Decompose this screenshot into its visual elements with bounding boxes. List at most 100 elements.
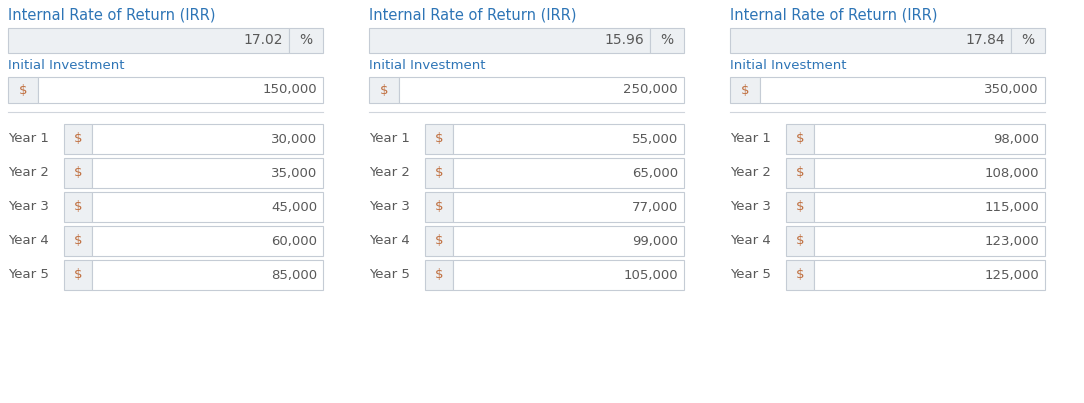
FancyBboxPatch shape	[814, 192, 1045, 222]
FancyBboxPatch shape	[814, 226, 1045, 256]
Text: Internal Rate of Return (IRR): Internal Rate of Return (IRR)	[730, 8, 938, 23]
Text: Initial Investment: Initial Investment	[8, 59, 125, 72]
Text: Year 4: Year 4	[369, 235, 410, 247]
Text: $: $	[379, 83, 388, 96]
Text: $: $	[74, 133, 82, 145]
FancyBboxPatch shape	[453, 192, 684, 222]
Text: %: %	[1021, 33, 1034, 48]
Text: 123,000: 123,000	[984, 235, 1038, 247]
FancyBboxPatch shape	[453, 158, 684, 188]
Text: Internal Rate of Return (IRR): Internal Rate of Return (IRR)	[8, 8, 216, 23]
Text: %: %	[299, 33, 312, 48]
Text: 17.02: 17.02	[244, 33, 283, 48]
Text: %: %	[660, 33, 673, 48]
Text: 99,000: 99,000	[632, 235, 678, 247]
Text: 150,000: 150,000	[262, 83, 317, 96]
FancyBboxPatch shape	[786, 158, 814, 188]
Text: Year 5: Year 5	[369, 268, 410, 282]
Text: $: $	[740, 83, 749, 96]
FancyBboxPatch shape	[64, 192, 92, 222]
Text: $: $	[796, 166, 804, 179]
Text: 350,000: 350,000	[984, 83, 1038, 96]
FancyBboxPatch shape	[92, 260, 323, 290]
Text: Year 2: Year 2	[369, 166, 410, 179]
Text: Year 1: Year 1	[730, 133, 771, 145]
FancyBboxPatch shape	[453, 260, 684, 290]
FancyBboxPatch shape	[8, 77, 38, 103]
Text: $: $	[435, 235, 443, 247]
Text: 15.96: 15.96	[604, 33, 644, 48]
FancyBboxPatch shape	[92, 158, 323, 188]
FancyBboxPatch shape	[8, 28, 289, 53]
Text: $: $	[435, 268, 443, 282]
FancyBboxPatch shape	[650, 28, 684, 53]
FancyBboxPatch shape	[64, 260, 92, 290]
FancyBboxPatch shape	[289, 28, 323, 53]
FancyBboxPatch shape	[814, 260, 1045, 290]
Text: Year 1: Year 1	[369, 133, 410, 145]
FancyBboxPatch shape	[425, 192, 453, 222]
Text: 17.84: 17.84	[966, 33, 1005, 48]
FancyBboxPatch shape	[399, 77, 684, 103]
Text: 60,000: 60,000	[271, 235, 317, 247]
FancyBboxPatch shape	[369, 28, 650, 53]
FancyBboxPatch shape	[730, 77, 760, 103]
Text: $: $	[796, 268, 804, 282]
Text: Year 4: Year 4	[8, 235, 49, 247]
FancyBboxPatch shape	[64, 124, 92, 154]
Text: Year 1: Year 1	[8, 133, 49, 145]
Text: $: $	[796, 235, 804, 247]
Text: Initial Investment: Initial Investment	[730, 59, 847, 72]
FancyBboxPatch shape	[730, 28, 1011, 53]
Text: Year 3: Year 3	[730, 201, 771, 214]
FancyBboxPatch shape	[786, 124, 814, 154]
FancyBboxPatch shape	[425, 226, 453, 256]
Text: $: $	[74, 268, 82, 282]
FancyBboxPatch shape	[453, 226, 684, 256]
Text: 105,000: 105,000	[623, 268, 678, 282]
Text: Year 3: Year 3	[8, 201, 49, 214]
FancyBboxPatch shape	[1011, 28, 1045, 53]
Text: Initial Investment: Initial Investment	[369, 59, 486, 72]
Text: 65,000: 65,000	[632, 166, 678, 179]
FancyBboxPatch shape	[64, 226, 92, 256]
Text: 55,000: 55,000	[632, 133, 678, 145]
FancyBboxPatch shape	[92, 226, 323, 256]
Text: Year 2: Year 2	[730, 166, 771, 179]
Text: $: $	[435, 133, 443, 145]
Text: Year 4: Year 4	[730, 235, 771, 247]
FancyBboxPatch shape	[425, 158, 453, 188]
FancyBboxPatch shape	[92, 192, 323, 222]
Text: 115,000: 115,000	[984, 201, 1038, 214]
FancyBboxPatch shape	[760, 77, 1045, 103]
FancyBboxPatch shape	[786, 192, 814, 222]
Text: 77,000: 77,000	[632, 201, 678, 214]
Text: Year 2: Year 2	[8, 166, 49, 179]
FancyBboxPatch shape	[786, 260, 814, 290]
Text: $: $	[796, 201, 804, 214]
Text: 35,000: 35,000	[271, 166, 317, 179]
FancyBboxPatch shape	[453, 124, 684, 154]
Text: Year 5: Year 5	[8, 268, 49, 282]
Text: 125,000: 125,000	[984, 268, 1038, 282]
Text: 250,000: 250,000	[623, 83, 678, 96]
Text: $: $	[18, 83, 27, 96]
Text: $: $	[435, 166, 443, 179]
FancyBboxPatch shape	[425, 124, 453, 154]
Text: $: $	[435, 201, 443, 214]
FancyBboxPatch shape	[814, 158, 1045, 188]
Text: 30,000: 30,000	[271, 133, 317, 145]
Text: 85,000: 85,000	[271, 268, 317, 282]
Text: 98,000: 98,000	[993, 133, 1038, 145]
Text: 45,000: 45,000	[271, 201, 317, 214]
Text: $: $	[74, 235, 82, 247]
FancyBboxPatch shape	[369, 77, 399, 103]
Text: $: $	[74, 201, 82, 214]
FancyBboxPatch shape	[786, 226, 814, 256]
FancyBboxPatch shape	[38, 77, 323, 103]
Text: Internal Rate of Return (IRR): Internal Rate of Return (IRR)	[369, 8, 577, 23]
Text: Year 3: Year 3	[369, 201, 410, 214]
FancyBboxPatch shape	[64, 158, 92, 188]
Text: Year 5: Year 5	[730, 268, 771, 282]
FancyBboxPatch shape	[92, 124, 323, 154]
